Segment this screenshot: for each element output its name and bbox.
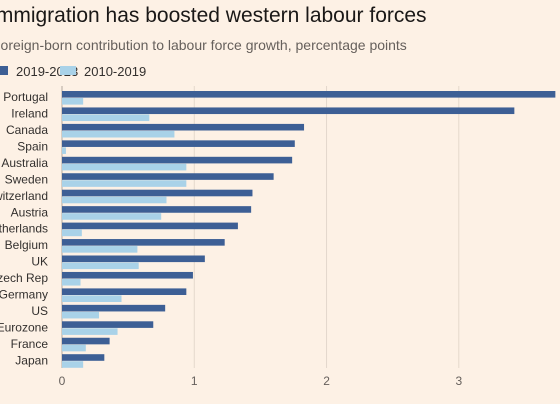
category-label-netherlands: Netherlands xyxy=(0,222,48,236)
bar-netherlands-2010-2019 xyxy=(62,229,82,237)
bar-germany-2010-2019 xyxy=(62,295,122,302)
bar-czech-rep-2010-2019 xyxy=(62,278,81,286)
bar-canada-2010-2019 xyxy=(62,130,175,138)
bar-ireland-2019-2023 xyxy=(62,107,515,115)
bar-us-2010-2019 xyxy=(62,311,100,319)
category-label-ireland: Ireland xyxy=(11,107,48,121)
category-label-spain: Spain xyxy=(17,139,48,153)
bar-belgium-2010-2019 xyxy=(62,246,138,253)
category-label-canada: Canada xyxy=(6,123,48,137)
bar-australia-2019-2023 xyxy=(62,156,293,164)
category-label-austria: Austria xyxy=(11,205,49,219)
bar-australia-2010-2019 xyxy=(62,163,187,171)
bar-eurozone-2019-2023 xyxy=(62,321,154,328)
bar-czech-rep-2019-2023 xyxy=(62,271,193,279)
category-label-germany: Germany xyxy=(0,288,48,302)
bar-canada-2019-2023 xyxy=(62,123,305,131)
legend-item-2010-2019: 2010-2019 xyxy=(60,64,146,79)
x-axis-ticks: 0 1 2 3 xyxy=(59,374,463,388)
bar-switzerland-2010-2019 xyxy=(62,196,167,204)
bar-uk-2019-2023 xyxy=(62,255,205,263)
category-label-switzerland: Switzerland xyxy=(0,189,48,203)
bar-netherlands-2019-2023 xyxy=(62,222,238,230)
chart-title: Immigration has boosted western labour f… xyxy=(0,4,427,27)
bar-spain-2019-2023 xyxy=(62,140,295,147)
bar-portugal-2010-2019 xyxy=(62,98,84,105)
category-label-portugal: Portugal xyxy=(3,90,48,104)
bar-france-2010-2019 xyxy=(62,344,86,352)
bar-uk-2010-2019 xyxy=(62,262,139,270)
category-label-belgium: Belgium xyxy=(5,238,48,252)
legend-swatch-2010-2019 xyxy=(60,66,76,75)
bar-spain-2010-2019 xyxy=(62,147,66,154)
bar-ireland-2010-2019 xyxy=(62,114,150,122)
category-label-us: US xyxy=(31,304,48,318)
bar-austria-2019-2023 xyxy=(62,206,252,213)
bar-switzerland-2019-2023 xyxy=(62,189,253,197)
bar-portugal-2019-2023 xyxy=(62,91,556,98)
category-label-eurozone: Eurozone xyxy=(0,320,48,334)
x-tick-label-2: 2 xyxy=(323,374,330,388)
bar-us-2019-2023 xyxy=(62,304,166,312)
bar-eurozone-2010-2019 xyxy=(62,328,118,335)
category-label-france: France xyxy=(11,337,49,351)
category-label-sweden: Sweden xyxy=(5,172,48,186)
category-label-uk: UK xyxy=(31,255,48,269)
bar-belgium-2019-2023 xyxy=(62,239,225,246)
category-label-czech-rep: Czech Rep xyxy=(0,271,48,285)
chart-subtitle: Foreign-born contribution to labour forc… xyxy=(0,37,407,53)
category-label-japan: Japan xyxy=(15,353,48,367)
x-tick-label-1: 1 xyxy=(191,374,198,388)
category-label-australia: Australia xyxy=(1,156,48,170)
category-labels: Portugal Ireland Canada Spain Australia Swede… xyxy=(0,90,48,367)
bar-austria-2010-2019 xyxy=(62,213,162,220)
bar-germany-2019-2023 xyxy=(62,288,187,295)
bar-sweden-2019-2023 xyxy=(62,173,274,180)
legend-label-2010-2019: 2010-2019 xyxy=(84,64,147,79)
x-tick-label-3: 3 xyxy=(455,374,462,388)
bar-japan-2010-2019 xyxy=(62,361,84,368)
legend-swatch-2019-2023 xyxy=(0,66,8,75)
bars xyxy=(62,91,556,368)
bar-france-2019-2023 xyxy=(62,337,110,345)
bar-sweden-2010-2019 xyxy=(62,180,187,187)
x-tick-label-0: 0 xyxy=(59,374,66,388)
bar-japan-2019-2023 xyxy=(62,354,105,361)
